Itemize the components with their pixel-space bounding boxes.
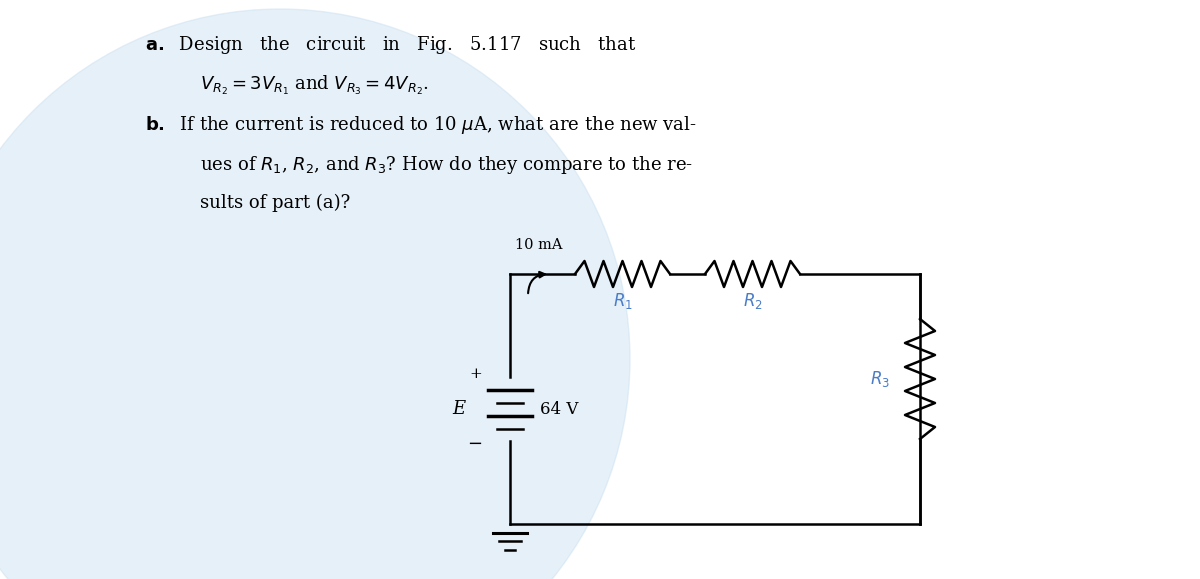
Text: $\mathbf{b.}$  If the current is reduced to 10 $\mu$A, what are the new val-: $\mathbf{b.}$ If the current is reduced … [145, 114, 697, 136]
Text: $V_{R_2} = 3V_{R_1}$ and $V_{R_3} = 4V_{R_2}$.: $V_{R_2} = 3V_{R_1}$ and $V_{R_3} = 4V_{… [200, 74, 428, 97]
Text: $R_2$: $R_2$ [743, 291, 762, 311]
Text: 10 mA: 10 mA [515, 238, 563, 252]
Text: −: − [467, 435, 482, 453]
Text: $\mathbf{a.}$  Design   the   circuit   in   Fig.   5.117   such   that: $\mathbf{a.}$ Design the circuit in Fig.… [145, 34, 636, 56]
Text: $R_1$: $R_1$ [612, 291, 632, 311]
Text: 64 V: 64 V [540, 401, 578, 417]
Text: ues of $R_1$, $R_2$, and $R_3$? How do they compare to the re-: ues of $R_1$, $R_2$, and $R_3$? How do t… [200, 154, 694, 176]
Circle shape [0, 9, 630, 579]
Text: E: E [452, 400, 464, 418]
Text: sults of part (a)?: sults of part (a)? [200, 194, 350, 212]
Text: +: + [469, 367, 482, 381]
Text: $R_3$: $R_3$ [870, 369, 890, 389]
